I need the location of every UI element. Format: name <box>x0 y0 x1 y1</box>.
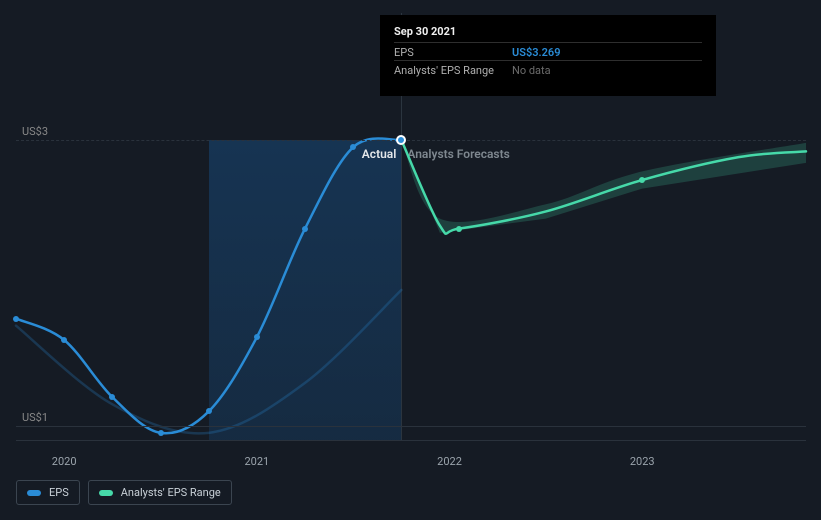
legend-swatch-icon <box>99 490 113 496</box>
tooltip-value: No data <box>512 64 551 77</box>
x-tick-label: 2020 <box>52 455 77 468</box>
tooltip-label: Analysts' EPS Range <box>394 64 512 77</box>
legend-label: EPS <box>49 486 69 499</box>
y-tick-label: US$1 <box>22 411 48 424</box>
y-tick-label: US$3 <box>22 125 48 138</box>
data-marker <box>206 408 212 414</box>
legend: EPS Analysts' EPS Range <box>16 480 232 505</box>
tooltip-title: Sep 30 2021 <box>394 25 702 38</box>
data-marker <box>61 337 67 343</box>
highlight-band <box>209 140 402 440</box>
legend-label: Analysts' EPS Range <box>121 486 221 499</box>
tooltip-row: Analysts' EPS Range No data <box>394 60 702 78</box>
eps-forecast-chart: Actual Analysts Forecasts 2020 2021 2022 20… <box>0 0 821 520</box>
data-marker <box>456 226 462 232</box>
gridline <box>16 440 806 441</box>
tooltip-row: EPS US$3.269 <box>394 42 702 60</box>
tooltip: Sep 30 2021 EPS US$3.269 Analysts' EPS R… <box>380 15 716 96</box>
data-marker <box>350 144 356 150</box>
data-marker <box>13 316 19 322</box>
data-marker <box>109 394 115 400</box>
gridline <box>16 140 806 141</box>
x-tick-label: 2023 <box>630 455 655 468</box>
data-marker <box>639 177 645 183</box>
legend-item-range[interactable]: Analysts' EPS Range <box>88 480 232 505</box>
data-marker <box>254 334 260 340</box>
tooltip-label: EPS <box>394 46 512 59</box>
legend-item-eps[interactable]: EPS <box>16 480 80 505</box>
tooltip-value: US$3.269 <box>512 46 561 59</box>
data-marker <box>302 226 308 232</box>
x-tick-label: 2021 <box>244 455 269 468</box>
x-tick-label: 2022 <box>437 455 462 468</box>
data-marker <box>158 430 164 436</box>
section-label-actual: Actual <box>341 147 396 161</box>
legend-swatch-icon <box>27 490 41 496</box>
section-label-forecast: Analysts Forecasts <box>407 147 509 161</box>
gridline <box>16 426 806 427</box>
data-marker <box>398 137 404 143</box>
